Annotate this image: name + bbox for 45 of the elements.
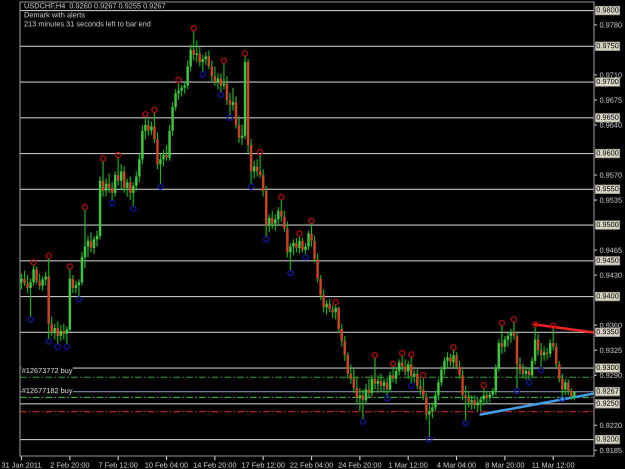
candlestick [126,178,128,197]
candlestick [488,392,491,403]
candlestick [150,120,153,136]
candlestick [60,324,62,342]
candlestick [20,273,23,290]
candlestick [564,378,567,396]
candlestick [473,394,476,410]
candlestick [392,366,394,383]
candlestick [362,388,364,420]
candlestick [334,304,337,320]
candlestick [298,236,301,254]
candlestick [289,242,292,271]
candlestick [72,274,74,294]
candlestick [400,355,404,372]
candlestick [252,160,256,180]
candlestick [102,160,104,197]
candlestick [54,323,56,340]
candlestick [386,378,388,396]
candlestick [116,157,120,186]
candlestick [295,237,298,253]
candlestick [147,118,150,136]
candlestick [56,321,59,344]
candlestick [368,378,370,399]
candlestick [500,325,504,354]
candlestick [406,360,410,380]
candlestick [192,30,195,62]
candlestick [196,40,198,63]
candlestick [202,54,204,72]
candlestick [486,390,488,404]
candlestick [26,274,29,294]
candlestick [256,158,258,177]
candlestick [268,214,270,233]
candlestick [528,368,530,380]
candlestick [404,358,406,376]
candlestick [410,356,412,384]
candlestick [216,72,220,90]
candlestick [428,404,431,438]
candlestick [74,280,78,294]
candlestick [271,210,274,230]
candlestick [567,378,570,396]
candlestick [325,300,328,315]
candlestick [546,348,548,360]
candlestick [222,62,226,90]
candlestick [123,166,126,194]
candlestick [510,328,512,344]
